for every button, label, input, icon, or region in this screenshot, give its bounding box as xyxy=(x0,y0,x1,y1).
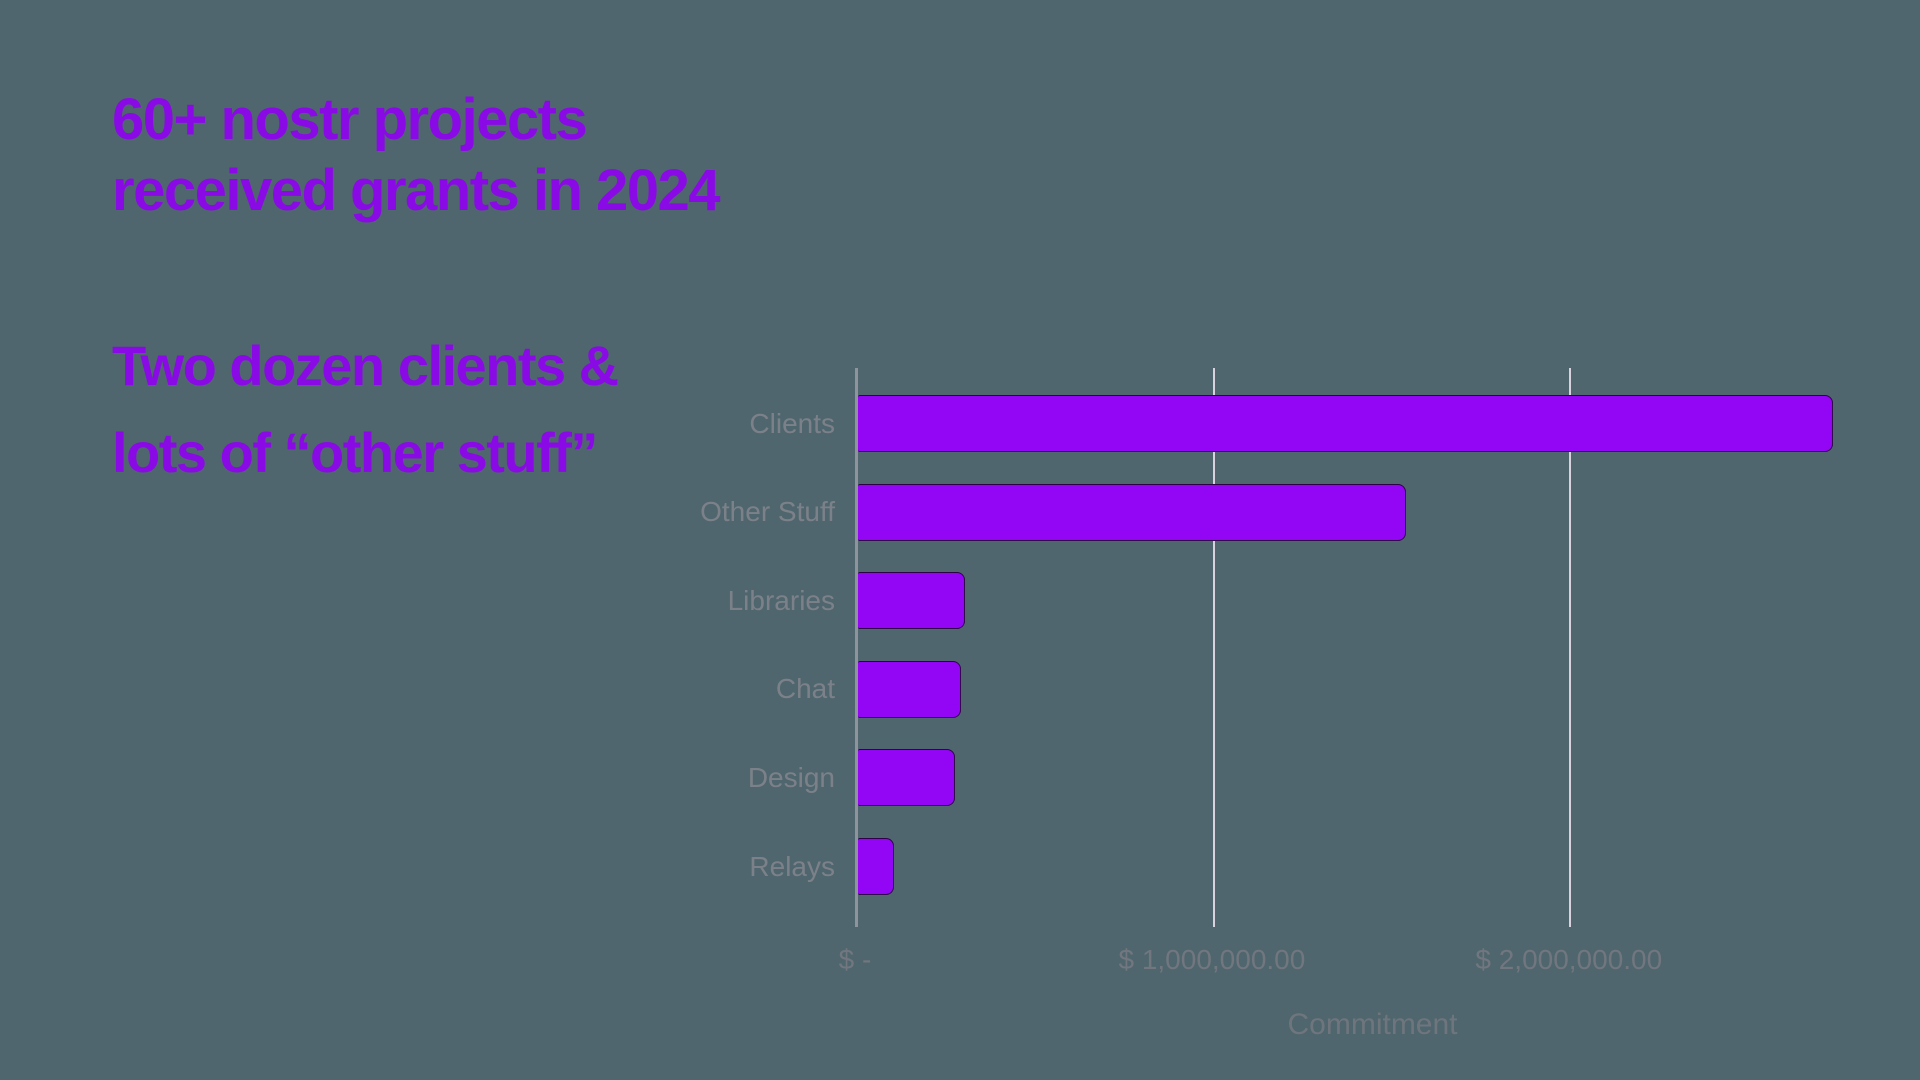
x-tick-label: $ - xyxy=(838,944,872,975)
x-tick-label: $ 1,000,000.00 xyxy=(1118,944,1306,975)
subheadline-line2: lots of “other stuff” xyxy=(112,421,598,484)
bar-chat xyxy=(858,660,962,718)
category-label: Relays xyxy=(749,850,835,882)
bar-relays xyxy=(858,838,894,895)
category-axis: Clients Other Stuff Libraries Chat Design Rel… xyxy=(0,0,845,1080)
headline-line1: 60+ nostr projects xyxy=(112,87,588,152)
headline-line2: received grants in 2024 xyxy=(112,158,721,223)
x-tick-label: $ 2,000,000.00 xyxy=(1475,944,1663,975)
category-label: Design xyxy=(747,761,835,793)
gridline xyxy=(1212,368,1215,927)
bar-libraries xyxy=(858,572,965,630)
chart-subheadline: Two dozen clients & lots of “other stuff… xyxy=(112,322,619,496)
bar-clients xyxy=(858,395,1834,452)
bar-other-stuff xyxy=(858,483,1407,541)
chart-headline: 60+ nostr projects received grants in 20… xyxy=(112,84,721,226)
category-label: Chat xyxy=(775,673,835,705)
category-label: Libraries xyxy=(727,584,835,616)
subheadline-line1: Two dozen clients & xyxy=(112,334,619,397)
category-label: Clients xyxy=(749,407,835,439)
gridline xyxy=(1568,368,1571,927)
category-label: Other Stuff xyxy=(700,496,835,528)
value-axis: $ - $ 1,000,000.00 $ 2,000,000.00 xyxy=(839,944,1890,984)
x-axis-title: Commitment xyxy=(1287,1008,1458,1041)
bar-design xyxy=(858,749,955,807)
plot-area xyxy=(855,368,1890,927)
